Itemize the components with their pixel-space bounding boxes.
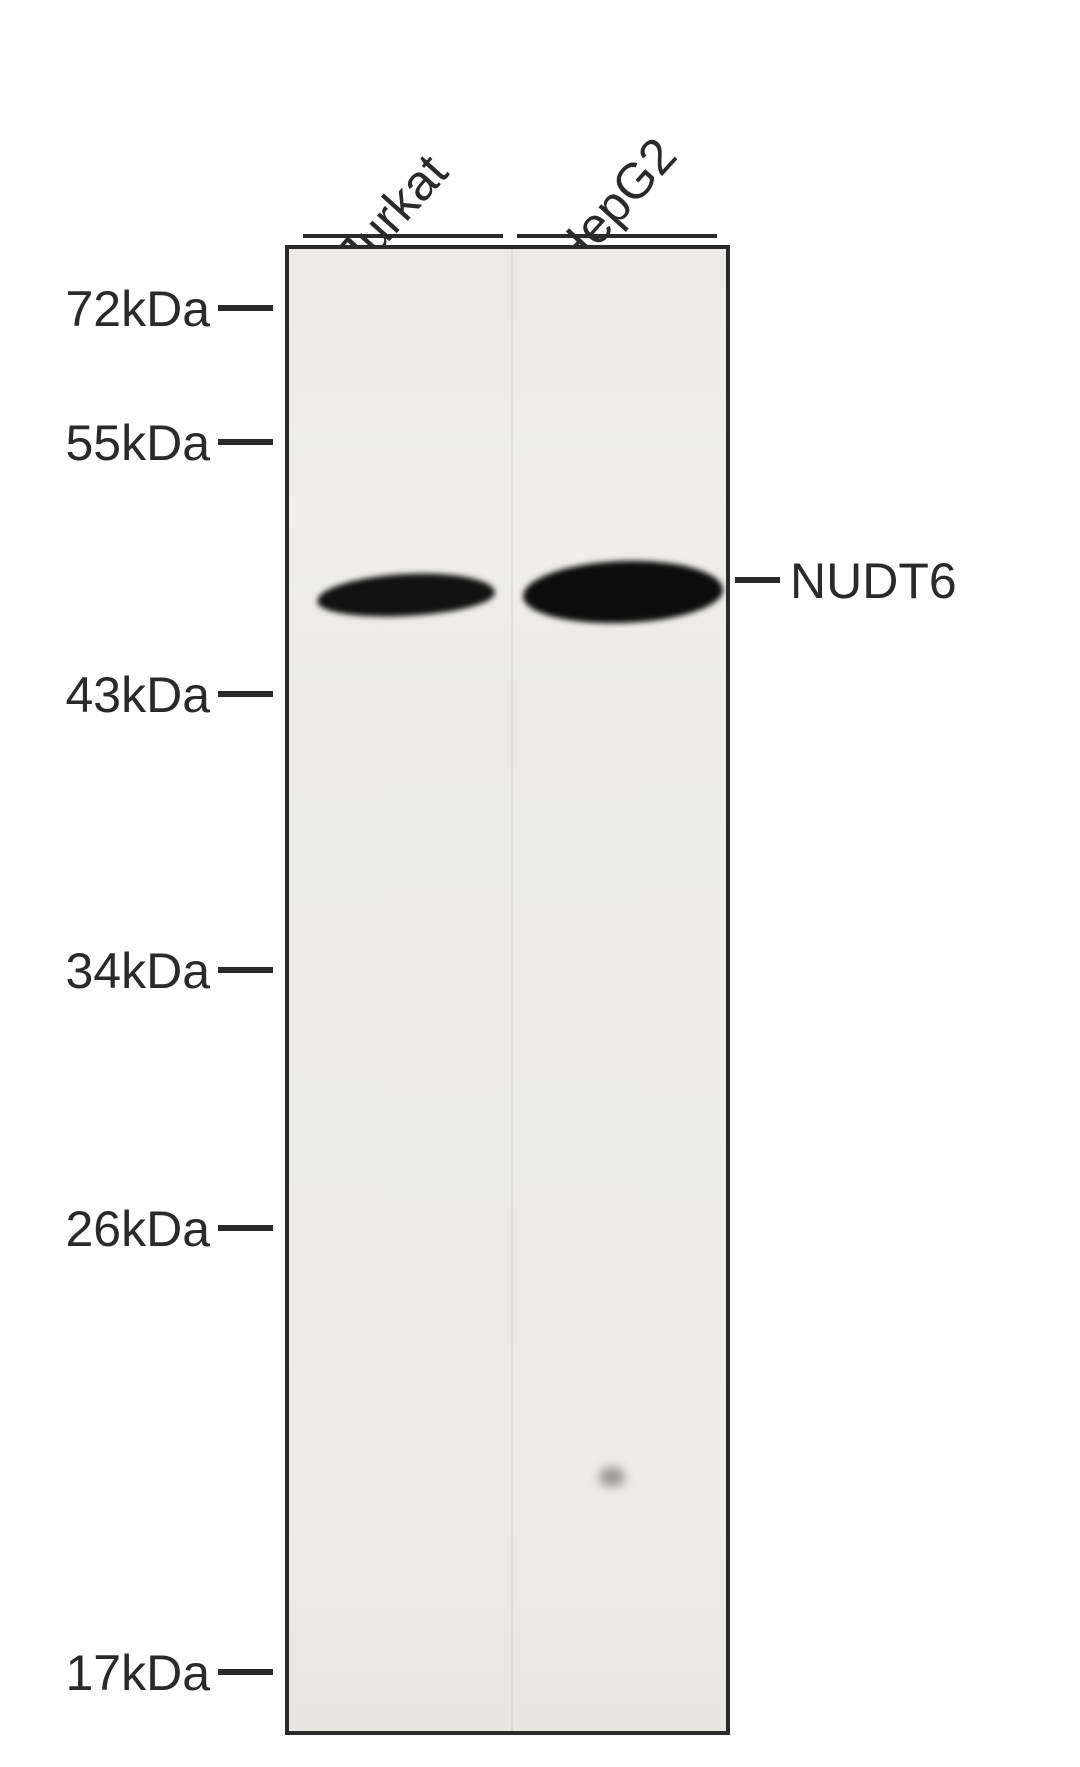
- mw-tick-17: [218, 1669, 273, 1675]
- western-blot-figure: Jurkat HepG2 72kDa 55kDa 43kDa 34kDa 26k…: [0, 0, 1080, 1767]
- lane-underline-hepg2: [517, 234, 717, 238]
- mw-tick-26: [218, 1225, 273, 1231]
- target-label-nudt6: NUDT6: [790, 552, 957, 610]
- blot-artifact: [599, 1467, 625, 1487]
- mw-label-34: 34kDa: [15, 942, 210, 1000]
- blot-membrane: [285, 245, 730, 1735]
- mw-label-43: 43kDa: [15, 666, 210, 724]
- mw-label-72: 72kDa: [15, 280, 210, 338]
- mw-tick-43: [218, 691, 273, 697]
- mw-tick-34: [218, 967, 273, 973]
- lane-underline-jurkat: [303, 234, 503, 238]
- mw-tick-72: [218, 305, 273, 311]
- mw-label-17: 17kDa: [15, 1644, 210, 1702]
- mw-tick-55: [218, 439, 273, 445]
- lane-divider: [511, 249, 513, 1731]
- mw-label-55: 55kDa: [15, 414, 210, 472]
- blot-background: [289, 249, 726, 1731]
- mw-label-26: 26kDa: [15, 1200, 210, 1258]
- target-tick-nudt6: [735, 577, 780, 583]
